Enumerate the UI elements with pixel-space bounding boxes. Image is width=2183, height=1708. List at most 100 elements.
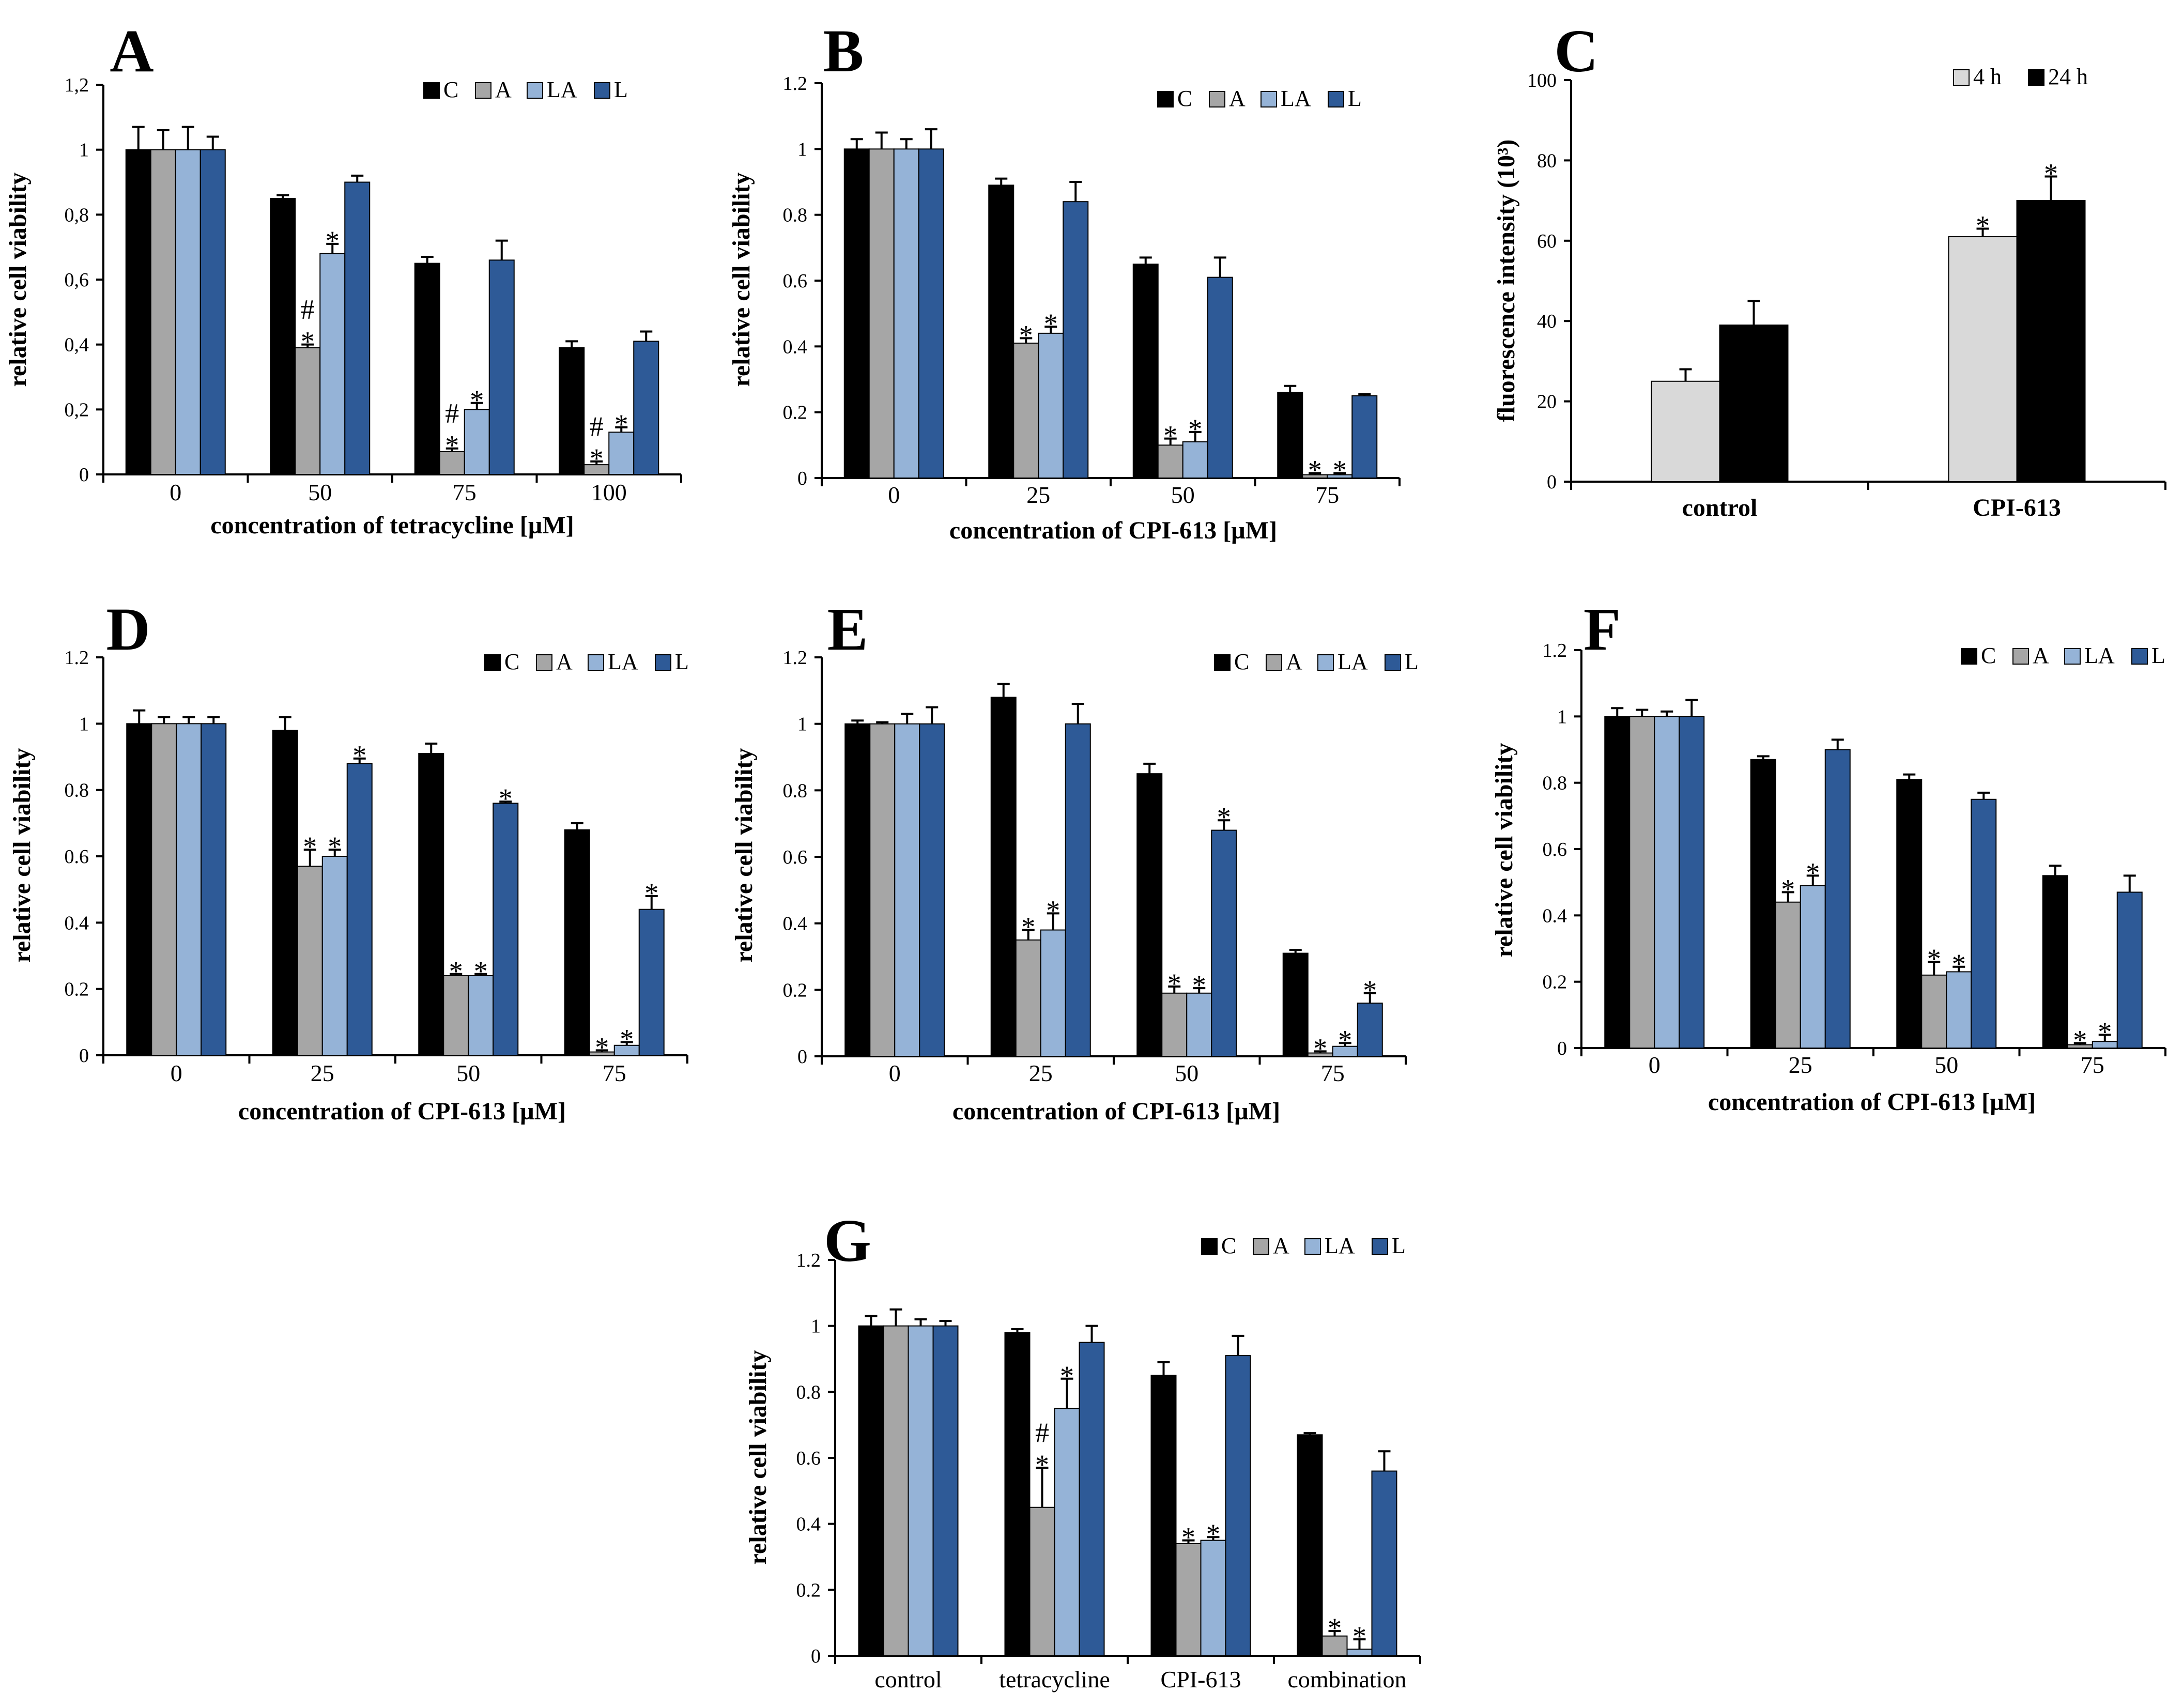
legend-swatch-c [1214, 654, 1231, 671]
significance-star: * [1181, 1522, 1195, 1553]
bar-c-25 [988, 184, 1014, 479]
bar-la-0 [1654, 716, 1680, 1049]
y-tick-label: 1 [797, 139, 807, 160]
significance-star: * [1188, 413, 1202, 444]
y-axis-label: relative cell viability [744, 1350, 772, 1564]
legend-swatch-la [1317, 654, 1334, 671]
y-tick-label: 0,6 [65, 269, 89, 291]
legend-label-a: A [2033, 643, 2049, 668]
y-tick-label: 0,4 [65, 334, 89, 356]
x-tick-label: 50 [1171, 482, 1195, 508]
legend-swatch-la [527, 82, 543, 99]
y-axis-label: fluorescence intensity (10³) [1493, 140, 1520, 422]
legend: C A LA L [423, 77, 628, 102]
bar-c-100 [559, 347, 585, 475]
bar-l-25 [1824, 749, 1851, 1049]
significance-star: * [445, 430, 459, 461]
bar-c-25 [1750, 759, 1776, 1049]
bar-c-cpi-613 [1150, 1375, 1177, 1657]
y-tick-label: 0,2 [65, 399, 89, 421]
y-tick-label: 0 [79, 1045, 89, 1067]
panel-letter: A [110, 17, 153, 85]
y-tick-label: 20 [1537, 391, 1557, 413]
bar-l-25 [1063, 201, 1089, 479]
bar-l-100 [633, 341, 659, 475]
x-tick-label: 100 [591, 479, 627, 505]
legend-label-l: L [2151, 643, 2165, 668]
bar-la-25 [1040, 929, 1066, 1057]
bar-a-50 [443, 975, 469, 1056]
y-tick-label: 0.4 [65, 912, 89, 934]
y-tick-label: 1.2 [783, 647, 808, 669]
bar-c-combination [1297, 1434, 1323, 1656]
y-tick-label: 60 [1537, 230, 1557, 252]
significance-star: * [326, 225, 340, 256]
significance-star: * [620, 1023, 634, 1054]
y-tick-label: 1.2 [65, 647, 89, 669]
y-tick-label: 1 [811, 1316, 821, 1337]
legend-swatch-a [1209, 91, 1225, 107]
significance-star: * [449, 956, 463, 987]
bar-l-75 [1357, 1003, 1383, 1057]
legend-swatch-4-h [1953, 69, 1970, 86]
legend-label-c: C [443, 77, 458, 102]
bar-a-0 [1629, 716, 1655, 1049]
bar-l-75 [2116, 891, 2143, 1049]
panel-a: A 0 0,2 0,4 0,6 0,8 1 1,2 relative cell viabilit… [4, 17, 682, 539]
bar-l-50 [1211, 829, 1237, 1057]
bar-a-0 [150, 149, 176, 475]
x-tick-label: 25 [1029, 1060, 1053, 1086]
bar-la-cpi-613 [1200, 1540, 1226, 1656]
significance-star: * [1035, 1449, 1049, 1480]
bar-a-25 [1775, 901, 1801, 1049]
legend-label-l: L [1405, 649, 1419, 674]
y-tick-label: 0.2 [65, 979, 89, 1001]
legend-label-a: A [1286, 649, 1302, 674]
bar-la-tetracycline [1054, 1408, 1080, 1656]
x-tick-label: 0 [1649, 1052, 1661, 1078]
y-tick-label: 0.6 [783, 847, 808, 868]
y-tick-label: 0.4 [783, 913, 808, 935]
bar-c-control [858, 1325, 884, 1657]
bar-c-25 [272, 730, 298, 1056]
significance-star: * [1206, 1518, 1220, 1549]
bar-l-tetracycline [1079, 1342, 1105, 1656]
y-tick-label: 40 [1537, 311, 1557, 332]
legend-swatch-la [2064, 648, 2081, 665]
y-tick-label: 0 [1547, 471, 1557, 493]
legend: C A LA L [1961, 643, 2165, 668]
y-tick-label: 0.8 [783, 205, 808, 226]
x-tick-label: 25 [311, 1060, 334, 1086]
y-tick-label: 0.4 [1543, 905, 1567, 927]
y-tick-label: 0.2 [1543, 972, 1567, 993]
significance-star: * [1927, 943, 1941, 974]
significance-star: * [1313, 1033, 1327, 1064]
y-tick-label: 1.2 [796, 1250, 821, 1271]
significance-star: * [590, 443, 604, 474]
legend-swatch-l [655, 654, 671, 671]
legend-swatch-c [484, 654, 501, 671]
x-tick-label: CPI-613 [1973, 494, 2061, 521]
legend-label-c: C [1981, 643, 1996, 668]
significance-star: * [1333, 454, 1347, 485]
significance-star: * [1019, 319, 1033, 350]
y-axis-label: relative cell viability [728, 172, 755, 387]
bar-la-25 [321, 856, 348, 1056]
y-tick-label: 0 [797, 1046, 807, 1068]
y-tick-label: 1 [797, 714, 807, 735]
significance-star: * [470, 384, 484, 416]
bar-a-50 [1921, 974, 1947, 1049]
significance-star: * [1217, 802, 1231, 833]
bar-la-25 [1800, 885, 1826, 1049]
legend-label-c: C [1177, 86, 1192, 111]
legend-label-l: L [1348, 86, 1362, 111]
legend-swatch-l [2131, 648, 2148, 665]
x-tick-label: 0 [888, 482, 900, 508]
bar-24-h-cpi-613 [2016, 200, 2086, 483]
legend-swatch-c [423, 82, 440, 99]
significance-star: * [1781, 873, 1795, 904]
bar-l-75 [638, 909, 665, 1056]
panel-c: C 0 20 40 60 80 100 fluorescence intensity (10³… [1493, 17, 2166, 521]
x-tick-label: 25 [1026, 482, 1050, 508]
significance-star: * [595, 1032, 609, 1063]
